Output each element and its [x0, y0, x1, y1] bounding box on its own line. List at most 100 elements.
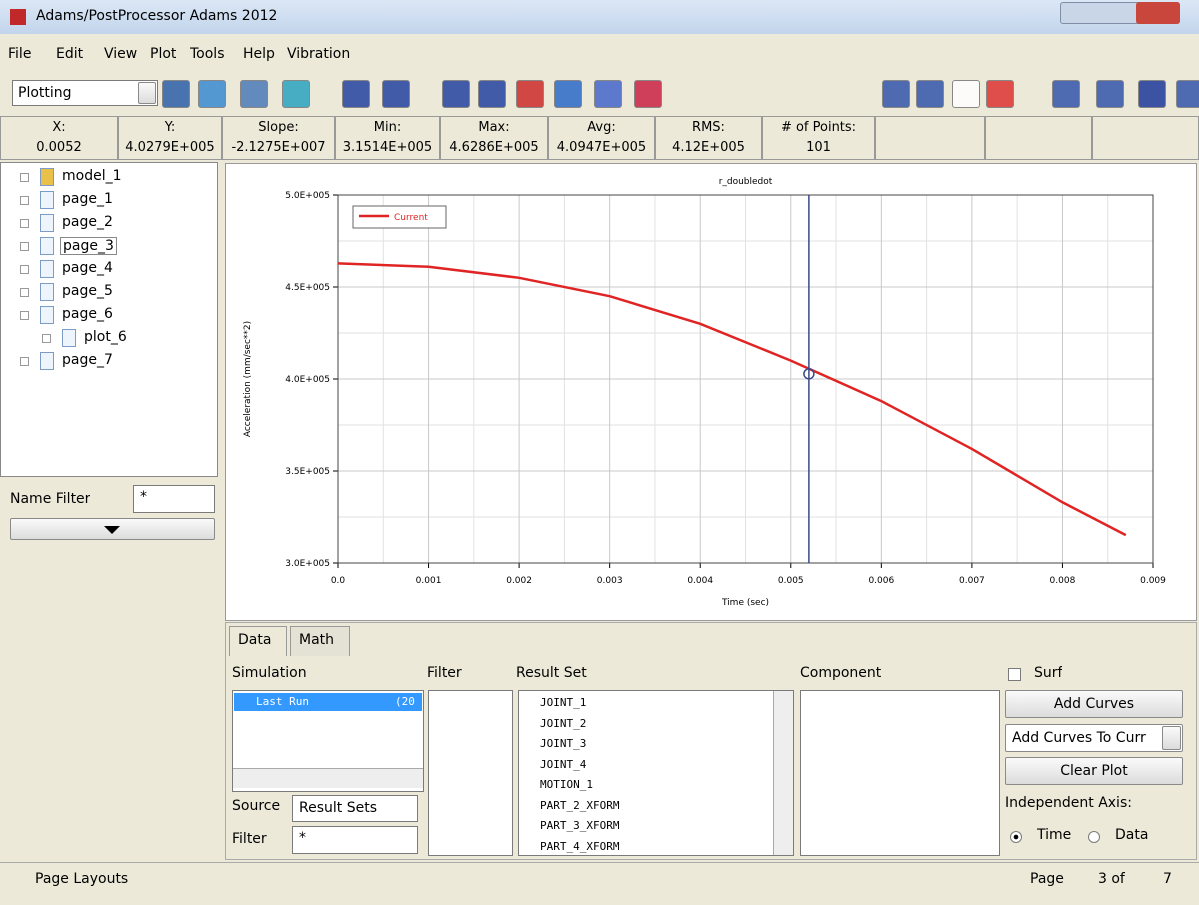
- toolbar-button[interactable]: [1138, 80, 1166, 108]
- mode-dropdown[interactable]: [12, 80, 158, 106]
- menu-item[interactable]: Vibration: [287, 46, 351, 62]
- result-set-item[interactable]: PART_4_XFORM: [540, 839, 620, 853]
- readout-value: 3.1514E+005: [342, 140, 433, 155]
- readout-cell: [0, 116, 118, 160]
- tree-item[interactable]: page_7: [62, 352, 113, 368]
- component-list[interactable]: [800, 690, 1000, 856]
- tree-item[interactable]: page_6: [62, 306, 113, 322]
- result-set-item[interactable]: PART_3_XFORM: [540, 819, 620, 832]
- toolbar-button[interactable]: [282, 80, 310, 108]
- tree-item[interactable]: page_4: [62, 260, 113, 276]
- readout-cell: [222, 116, 335, 160]
- readout-cell: [548, 116, 655, 160]
- toolbar-button[interactable]: [516, 80, 544, 108]
- readout-cell: [985, 116, 1092, 160]
- surf-checkbox[interactable]: [1008, 668, 1021, 681]
- x-tick-label: 0.009: [1140, 576, 1166, 586]
- menu-item[interactable]: Edit: [56, 46, 84, 62]
- tree-item[interactable]: plot_6: [84, 329, 127, 345]
- tree-expander[interactable]: [20, 196, 29, 205]
- tree-icon: [40, 191, 54, 209]
- tree-expander[interactable]: [42, 334, 51, 343]
- button[interactable]: Clear Plot: [1005, 757, 1183, 785]
- radio[interactable]: [1088, 831, 1100, 843]
- surf-label: Surf: [1034, 665, 1063, 681]
- tree-expander[interactable]: [20, 357, 29, 366]
- menu-item[interactable]: Tools: [190, 46, 225, 62]
- status-page-total: 7: [1163, 871, 1172, 887]
- column-heading: Filter: [427, 665, 462, 681]
- menu-item[interactable]: Plot: [150, 46, 177, 62]
- menu-item[interactable]: Help: [243, 46, 275, 62]
- name-filter-input[interactable]: *: [133, 485, 215, 513]
- column-heading: Simulation: [232, 665, 307, 681]
- toolbar-button[interactable]: [162, 80, 190, 108]
- toolbar-button[interactable]: [882, 80, 910, 108]
- button[interactable]: Add Curves To Curr: [1005, 724, 1183, 752]
- result-set-list[interactable]: [518, 690, 794, 856]
- source-dropdown[interactable]: Result Sets: [292, 795, 418, 822]
- radio-label[interactable]: Data: [1115, 827, 1149, 843]
- tree-icon: [40, 237, 54, 255]
- simulation-item[interactable]: Last Run: [256, 695, 309, 708]
- toolbar-button[interactable]: [986, 80, 1014, 108]
- result-set-item[interactable]: PART_2_XFORM: [540, 798, 620, 812]
- result-set-item[interactable]: JOINT_3: [540, 737, 587, 750]
- tree-expander[interactable]: [20, 265, 29, 274]
- radio[interactable]: [1010, 831, 1022, 843]
- toolbar-button[interactable]: [442, 80, 470, 108]
- expand-arrow: [104, 526, 120, 534]
- result-set-item[interactable]: JOINT_4: [540, 757, 587, 771]
- y-tick-label: 4.0E+005: [285, 375, 330, 385]
- toolbar-button[interactable]: [1052, 80, 1080, 108]
- toolbar-button[interactable]: [1096, 80, 1124, 108]
- radio-label[interactable]: Time: [1037, 827, 1072, 843]
- button[interactable]: Add Curves: [1005, 690, 1183, 718]
- tab[interactable]: Math: [290, 626, 350, 656]
- status-bar: [0, 862, 1199, 898]
- toolbar-button[interactable]: [240, 80, 268, 108]
- tree-item[interactable]: page_5: [62, 283, 113, 299]
- toolbar-button[interactable]: [1176, 80, 1199, 108]
- filter-list[interactable]: [428, 690, 513, 856]
- readout-cell: [1092, 116, 1199, 160]
- tree-expander[interactable]: [20, 242, 29, 251]
- toolbar-button[interactable]: [594, 80, 622, 108]
- filter-input[interactable]: *: [292, 826, 418, 854]
- tree-expander[interactable]: [20, 311, 29, 320]
- toolbar-button[interactable]: [198, 80, 226, 108]
- simulation-item[interactable]: (20: [395, 695, 415, 708]
- vertical-scrollbar[interactable]: [773, 691, 793, 855]
- tree-expander[interactable]: [20, 288, 29, 297]
- toolbar-button[interactable]: [634, 80, 662, 108]
- toolbar-button[interactable]: [342, 80, 370, 108]
- readout-value: 4.6286E+005: [449, 140, 539, 155]
- toolbar-button[interactable]: [554, 80, 582, 108]
- tree-item[interactable]: model_1: [62, 168, 122, 184]
- result-set-item[interactable]: MOTION_1: [540, 778, 593, 791]
- close-button[interactable]: [1136, 2, 1180, 24]
- toolbar-button[interactable]: [952, 80, 980, 108]
- tree-item[interactable]: page_1: [62, 191, 113, 207]
- tree-item[interactable]: page_2: [62, 214, 113, 230]
- x-tick-label: 0.0: [331, 576, 346, 586]
- tree-expander[interactable]: [20, 219, 29, 228]
- toolbar-button[interactable]: [382, 80, 410, 108]
- menu-item[interactable]: View: [104, 46, 138, 62]
- toolbar-button[interactable]: [478, 80, 506, 108]
- data-line: [337, 262, 1127, 537]
- tab[interactable]: Data: [229, 626, 287, 656]
- readout-header: Slope:: [258, 120, 299, 135]
- menu-item[interactable]: File: [8, 46, 32, 62]
- result-set-item[interactable]: JOINT_2: [540, 716, 587, 730]
- tree-expander[interactable]: [20, 173, 29, 182]
- dropdown-arrow[interactable]: [138, 82, 156, 104]
- tree-item[interactable]: page_3: [60, 237, 117, 255]
- column-heading: Result Set: [516, 665, 587, 681]
- toolbar-button[interactable]: [916, 80, 944, 108]
- result-set-item[interactable]: JOINT_1: [540, 696, 587, 709]
- horizontal-scrollbar[interactable]: [233, 768, 423, 788]
- status-page-of: 3 of: [1098, 871, 1125, 887]
- dropdown-arrow[interactable]: [1162, 726, 1181, 750]
- x-tick-label: 0.005: [778, 576, 804, 586]
